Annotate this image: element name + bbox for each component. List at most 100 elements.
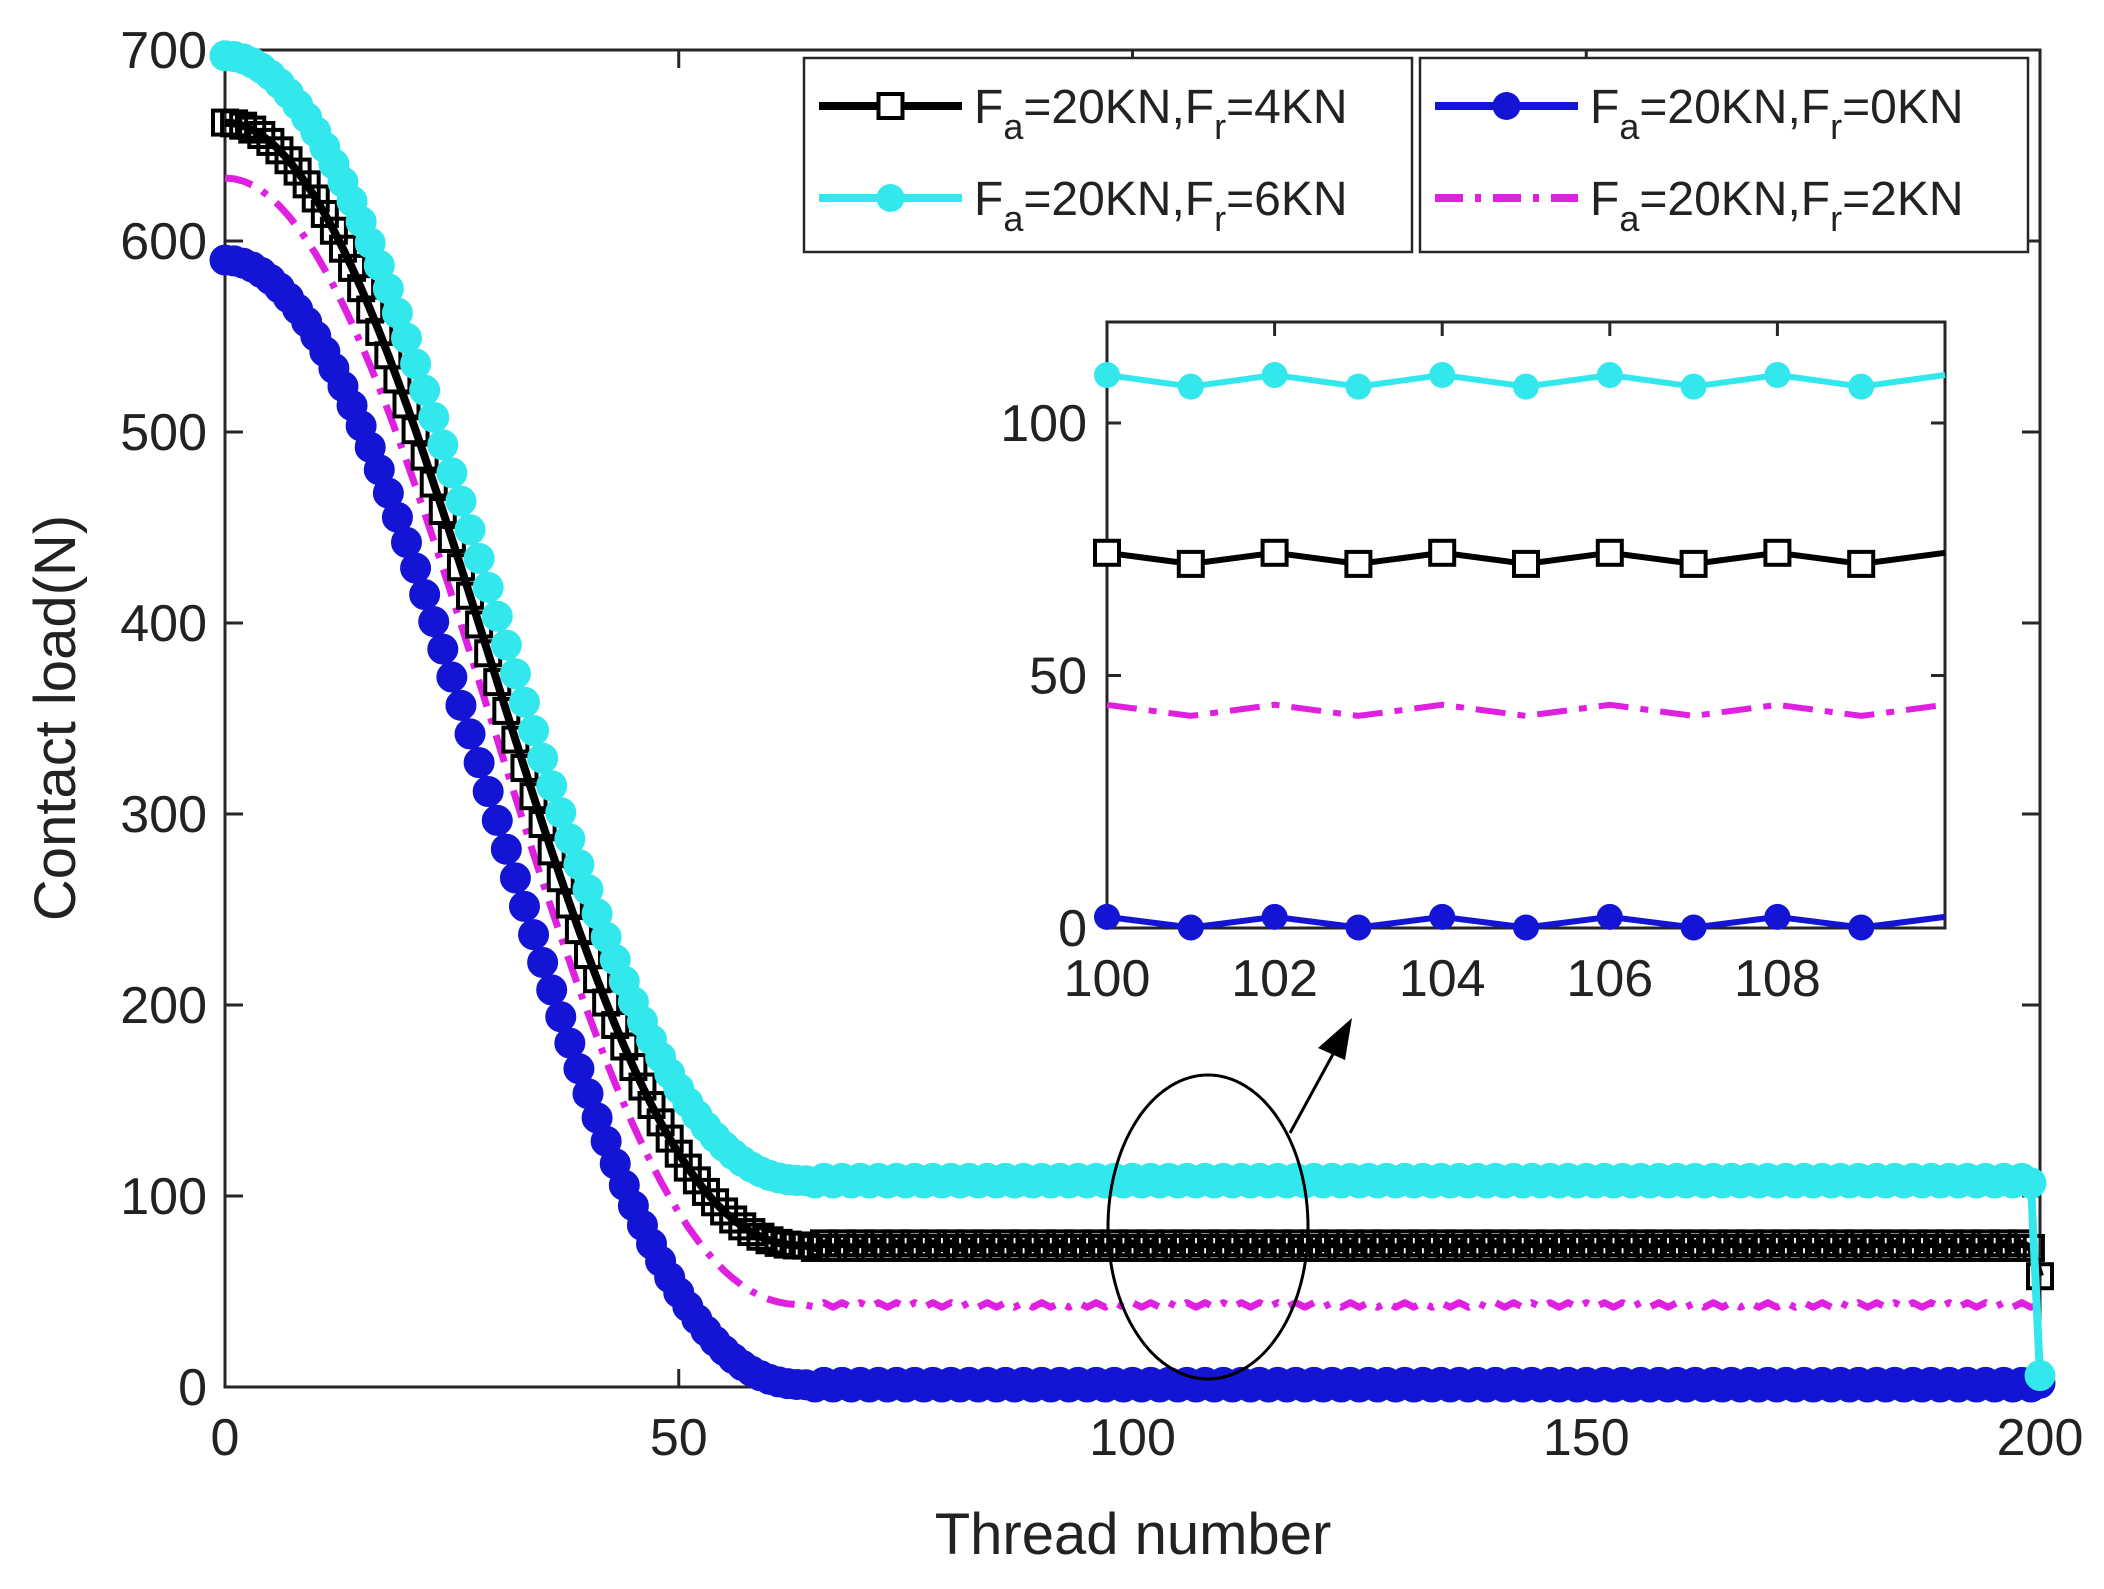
data-point-marker xyxy=(1145,1233,1174,1262)
data-point-marker xyxy=(1045,1229,1074,1258)
inset-data-point-marker xyxy=(1261,903,1288,930)
legend-marker xyxy=(876,92,905,120)
data-point-marker xyxy=(400,552,432,584)
legend-label: Fa=20KN,Fr=0KN xyxy=(1590,81,1964,147)
data-point-marker xyxy=(737,1218,766,1247)
inset-series-fa-20kn-fr-6kn xyxy=(1094,362,1946,400)
data-point-marker xyxy=(1545,1233,1574,1262)
inset-data-point-marker xyxy=(1094,362,1120,389)
inset-data-point-marker xyxy=(1344,549,1373,578)
data-point-marker xyxy=(882,1229,911,1258)
inset-data-point-marker xyxy=(1848,914,1875,941)
data-point-marker xyxy=(1517,1229,1546,1258)
data-point-marker xyxy=(1481,1229,1510,1258)
legend-label: Fa=20KN,Fr=6KN xyxy=(974,173,1348,239)
legend-label: Fa=20KN,Fr=4KN xyxy=(974,81,1348,147)
data-point-marker xyxy=(1118,1229,1147,1258)
data-point-marker xyxy=(409,579,441,611)
data-point-marker xyxy=(982,1233,1011,1262)
data-point-marker xyxy=(1000,1233,1029,1262)
data-point-marker xyxy=(1617,1233,1646,1262)
data-point-marker xyxy=(1182,1233,1211,1262)
data-point-marker xyxy=(1027,1229,1056,1258)
data-point-marker xyxy=(481,804,513,836)
data-point-marker xyxy=(545,797,577,829)
data-point-marker xyxy=(973,1229,1002,1258)
data-point-marker xyxy=(481,600,513,632)
data-point-marker xyxy=(1962,1233,1991,1262)
data-point-marker xyxy=(508,890,540,922)
data-point-marker xyxy=(1363,1233,1392,1262)
y-tick-label: 500 xyxy=(120,404,207,462)
y-tick-label: 0 xyxy=(178,1359,207,1417)
inset-data-point-marker xyxy=(1428,538,1457,567)
data-point-marker xyxy=(1018,1233,1047,1262)
y-axis-title: Contact load(N) xyxy=(23,515,88,921)
data-point-marker xyxy=(746,1222,775,1251)
data-point-marker xyxy=(1771,1229,1800,1258)
inset-series-fa-20kn-fr-2kn xyxy=(1106,701,1946,719)
legend-marker xyxy=(1492,92,1521,120)
data-point-marker xyxy=(292,170,321,199)
data-point-marker xyxy=(536,770,568,802)
data-point-marker xyxy=(1245,1229,1274,1258)
data-point-marker xyxy=(1572,1229,1601,1258)
data-point-marker xyxy=(837,1233,866,1262)
data-point-marker xyxy=(301,184,330,213)
y-tick-label: 100 xyxy=(120,1168,207,1226)
data-point-marker xyxy=(1590,1229,1619,1258)
data-point-marker xyxy=(247,120,276,149)
data-point-marker xyxy=(1726,1233,1755,1262)
data-point-marker xyxy=(310,199,339,228)
data-point-marker xyxy=(454,718,486,750)
data-point-marker xyxy=(809,1229,838,1258)
inset-data-point-marker xyxy=(1177,914,1204,941)
data-point-marker xyxy=(1399,1233,1428,1262)
zoom-arrow-line xyxy=(1288,1044,1340,1134)
inset-data-point-marker xyxy=(1764,362,1791,389)
data-point-marker xyxy=(1989,1229,2018,1258)
data-point-marker xyxy=(1436,1233,1465,1262)
data-point-marker xyxy=(1073,1233,1102,1262)
inset-data-point-marker xyxy=(1595,538,1624,567)
legend-box xyxy=(1418,56,2030,254)
data-point-marker xyxy=(499,658,531,690)
data-point-marker xyxy=(1508,1233,1537,1262)
series-fa-20kn-fr-6kn xyxy=(209,40,2056,1392)
data-point-marker xyxy=(1300,1229,1328,1258)
data-point-marker xyxy=(1626,1229,1655,1258)
data-point-marker xyxy=(1354,1229,1383,1258)
data-point-marker xyxy=(1445,1229,1474,1258)
data-point-marker xyxy=(1908,1233,1937,1262)
inset-data-point-marker xyxy=(1260,538,1289,567)
data-point-marker xyxy=(319,216,348,245)
data-point-marker xyxy=(1054,1233,1083,1262)
data-point-marker xyxy=(1408,1229,1437,1258)
data-point-marker xyxy=(1535,1229,1564,1258)
data-point-marker xyxy=(436,661,468,693)
inset-x-tick-label: 100 xyxy=(1064,950,1151,1008)
x-tick-label: 50 xyxy=(650,1409,708,1467)
data-point-marker xyxy=(427,633,459,665)
data-point-marker xyxy=(946,1233,975,1262)
data-point-marker xyxy=(1826,1229,1855,1258)
data-point-marker xyxy=(637,1091,666,1120)
data-point-marker xyxy=(1272,1233,1301,1262)
data-point-marker xyxy=(1917,1229,1946,1258)
data-point-marker xyxy=(1953,1229,1982,1258)
data-point-marker xyxy=(1318,1229,1347,1258)
data-point-marker xyxy=(220,109,249,138)
inset-plot-area: 100 102 104 106 108 0 50 100 xyxy=(1000,320,1947,1008)
data-point-marker xyxy=(527,946,559,978)
data-point-marker xyxy=(1708,1233,1737,1262)
data-point-marker xyxy=(1381,1233,1410,1262)
data-point-marker xyxy=(628,1072,657,1101)
data-point-marker xyxy=(1009,1229,1038,1258)
inset-data-point-marker xyxy=(1176,549,1205,578)
data-point-marker xyxy=(1790,1229,1819,1258)
y-tick-label: 400 xyxy=(120,595,207,653)
legend: Fa=20KN,Fr=4KN Fa=20KN,Fr=6KN Fa=20KN,Fr=0… xyxy=(802,56,2030,254)
data-point-marker xyxy=(1417,1233,1446,1262)
data-point-marker xyxy=(1227,1229,1256,1258)
